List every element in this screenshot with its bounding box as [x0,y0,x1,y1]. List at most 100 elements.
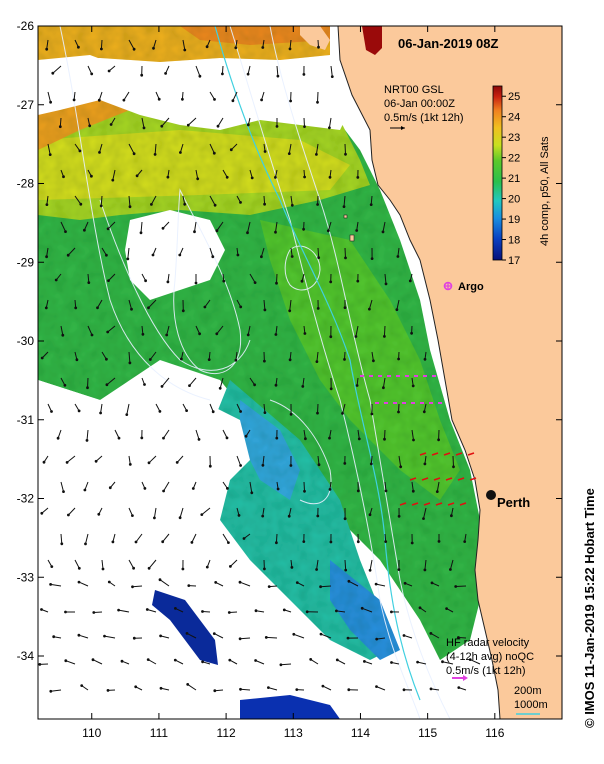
current-vector-head [163,490,165,492]
current-vector-head [204,306,206,308]
current-vector [318,248,319,258]
current-vector-head [108,581,110,583]
magenta-vector [393,402,397,404]
current-vector-head [148,567,150,569]
current-vector-head [39,664,41,666]
current-vector-head [206,566,208,568]
current-vector-head [400,466,402,468]
magenta-vector [402,402,406,404]
magenta-vector [423,375,427,377]
current-vector-head [98,513,100,515]
current-vector-head [133,567,135,569]
current-vector-head [357,541,359,543]
current-vector-head [327,230,329,232]
magenta-vector [384,402,388,404]
current-vector-head [123,99,125,101]
current-vector-head [53,636,55,638]
current-vector-head [148,307,150,309]
current-vector [88,378,89,388]
current-vector-head [330,281,332,283]
current-vector-head [187,684,189,686]
current-vector-head [41,512,43,514]
current-vector-head [247,232,249,234]
current-vector-head [75,307,77,309]
current-vector-head [317,412,319,414]
current-vector-head [235,359,237,361]
island [350,235,354,241]
current-vector-head [316,361,318,363]
current-vector-head [345,569,347,571]
current-vector-head [112,541,114,543]
current-vector-head [49,154,51,156]
current-vector-head [317,101,319,103]
current-vector-head [344,463,346,465]
hf-legend-line1: HF radar velocity [446,637,530,649]
current-vector-head [276,282,278,284]
lon-tick-label: 115 [418,726,437,740]
current-vector-head [438,541,440,543]
current-vector-head [277,75,279,77]
current-vector-head [240,202,242,204]
argo-label: Argo [458,281,484,293]
current-vector-head [227,488,229,490]
current-vector-head [240,306,242,308]
current-vector-head [67,254,69,256]
current-vector-head [296,582,298,584]
current-vector-head [364,661,366,663]
current-vector-head [240,688,242,690]
current-vector-head [100,412,102,414]
current-vector-head [61,543,63,545]
current-vector-head [135,686,137,688]
current-vector-head [239,581,241,583]
current-vector-head [398,358,400,360]
current-vector-head [357,280,359,282]
current-vector-head [358,438,360,440]
current-vector-head [46,204,48,206]
current-vector-head [296,689,298,691]
hf-legend-line2: (4-12h avg) noQC [446,651,534,663]
current-vector-head [369,514,371,516]
current-vector-head [458,687,460,689]
current-vector-head [78,410,80,412]
current-vector-head [78,567,80,569]
current-vector-head [251,492,253,494]
current-vector-head [320,633,322,635]
current-vector-head [245,435,247,437]
current-vector-head [108,70,110,72]
depth-legend-200: 200m [514,685,542,697]
current-vector-head [41,609,43,611]
current-vector-head [322,685,324,687]
current-vector-head [55,279,57,281]
current-vector [345,560,346,570]
current-vector-head [213,633,215,635]
current-vector-head [217,125,219,127]
current-vector-head [331,76,333,78]
colorbar-tick-label: 19 [508,214,520,226]
current-vector-head [355,336,357,338]
current-vector-head [112,179,114,181]
perth-label: Perth [497,495,530,510]
current-vector-head [110,124,112,126]
current-vector-head [144,488,146,490]
current-vector-head [318,464,320,466]
colorbar-label: 4h comp, p50, All Sats [539,136,551,246]
current-vector [345,144,346,154]
current-vector-head [194,231,196,233]
current-vector-head [275,334,277,336]
lat-tick-label: -30 [17,334,35,348]
current-vector-head [145,280,147,282]
current-vector-head [289,310,291,312]
current-vector-head [336,659,338,661]
current-vector-head [304,333,306,335]
current-vector-head [223,280,225,282]
current-vector-head [235,47,237,49]
colorbar-tick-label: 22 [508,153,520,165]
lat-tick-label: -26 [17,19,35,33]
current-vector-head [195,282,197,284]
current-vector-head [197,178,199,180]
current-vector-head [413,439,415,441]
current-vector-head [132,586,134,588]
current-vector-head [251,177,253,179]
current-vector-head [43,461,45,463]
current-vector-head [423,411,425,413]
